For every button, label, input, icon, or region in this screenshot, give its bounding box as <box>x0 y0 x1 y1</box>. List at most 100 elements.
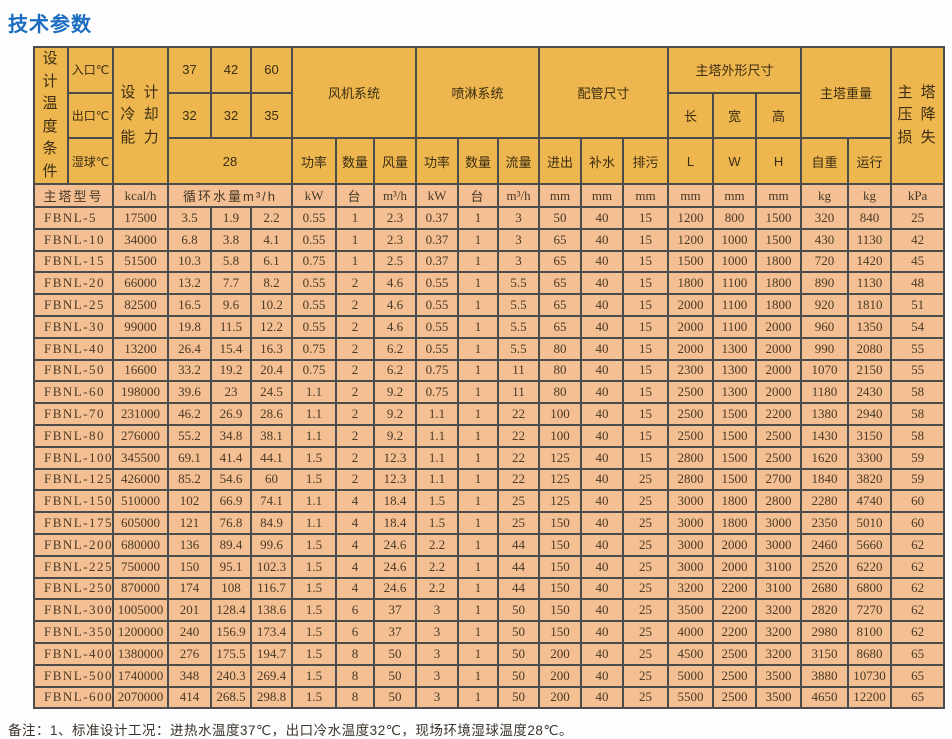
value-cell: 2000 <box>755 314 803 339</box>
value-cell: 4.6 <box>372 271 418 296</box>
table-row: FBNL-15 51500 10.3 5.8 6.1 0.75 1 2.5 0.37 1 3 65 40… <box>33 249 946 274</box>
value-cell: 3500 <box>755 685 803 710</box>
value-cell: 1070 <box>800 358 850 383</box>
value-cell: 4 <box>335 532 375 557</box>
model-cell: FBNL-40 <box>33 336 114 361</box>
value-cell: 13.2 <box>167 271 212 296</box>
value-cell: 121 <box>167 511 212 535</box>
value-cell: 2500 <box>712 685 758 710</box>
table-row: FBNL-10 34000 6.8 3.8 4.1 0.55 1 2.3 0.37 1 3 65 40 1… <box>33 227 946 252</box>
value-cell: 345500 <box>112 445 169 470</box>
table-row: FBNL-25 82500 16.5 9.6 10.2 0.55 2 4.6 0.55 1 5.5 6… <box>33 293 946 317</box>
value-cell: 15 <box>622 249 670 274</box>
model-cell: FBNL-20 <box>33 271 114 296</box>
value-cell: 19.8 <box>167 314 212 339</box>
header-outlet-32b: 32 <box>210 91 252 140</box>
value-cell: 1200000 <box>112 620 169 644</box>
value-cell: 1 <box>457 620 500 644</box>
value-cell: 3100 <box>755 576 803 601</box>
value-cell: 2000 <box>755 380 803 405</box>
value-cell: 2800 <box>667 445 715 470</box>
value-cell: 960 <box>800 314 850 339</box>
value-cell: 10.3 <box>167 249 212 274</box>
value-cell: 10.2 <box>250 293 293 317</box>
table-row: FBNL-40 13200 26.4 15.4 16.3 0.75 2 6.2 0.55 1 5.5… <box>33 336 946 361</box>
value-cell: 9.2 <box>372 380 418 405</box>
value-cell: 3880 <box>800 663 850 688</box>
value-cell: 102 <box>167 489 212 514</box>
header-design-condition: 设 计 温 度 条 件 <box>33 46 69 185</box>
value-cell: 23 <box>210 380 252 405</box>
value-cell: 3.5 <box>167 206 212 230</box>
value-cell: 7.7 <box>210 271 252 296</box>
value-cell: 15 <box>622 271 670 296</box>
value-cell: 348 <box>167 663 212 688</box>
value-cell: 2070000 <box>112 685 169 710</box>
value-cell: 1.5 <box>291 641 337 666</box>
value-cell: 0.55 <box>415 293 460 317</box>
model-cell: FBNL-125 <box>33 467 114 492</box>
value-cell: 1 <box>457 293 500 317</box>
value-cell: 1800 <box>755 293 803 317</box>
value-cell: 1300 <box>712 380 758 405</box>
footnote: 备注：1、标准设计工况：进热水温度37℃，出口冷水温度32℃，现场环境湿球温度2… <box>8 723 574 739</box>
model-cell: FBNL-80 <box>33 423 114 448</box>
value-cell: 150 <box>538 511 583 535</box>
value-cell: 1.5 <box>291 445 337 470</box>
value-cell: 1 <box>457 336 500 361</box>
value-cell: 102.3 <box>250 554 293 579</box>
value-cell: 50 <box>372 641 418 666</box>
value-cell: 5.5 <box>497 271 541 296</box>
table-row: FBNL-600 2070000 414 268.5 298.8 1.5 8 50 3 1 50 20… <box>33 685 946 710</box>
value-cell: 22 <box>497 445 541 470</box>
value-cell: 15.4 <box>210 336 252 361</box>
value-cell: 1 <box>335 249 375 274</box>
value-cell: 2 <box>335 293 375 317</box>
value-cell: 1740000 <box>112 663 169 688</box>
value-cell: 2080 <box>847 336 893 361</box>
value-cell: 2680 <box>800 576 850 601</box>
header-row-1: 设 计 温 度 条 件 入口℃ 设 计 冷 却 能 力 37 42 60 风机系… <box>33 45 946 185</box>
value-cell: 1180 <box>800 380 850 405</box>
value-cell: 1.5 <box>291 576 337 601</box>
table-row: FBNL-5 17500 3.5 1.9 2.2 0.55 1 2.3 0.37 1 3 50 40 15… <box>33 206 946 230</box>
value-cell: 1.1 <box>291 380 337 405</box>
value-cell: 3000 <box>667 511 715 535</box>
value-cell: 0.55 <box>291 227 337 252</box>
value-cell: 1 <box>457 576 500 601</box>
value-cell: 62 <box>890 576 946 601</box>
header-inlet-37: 37 <box>167 46 212 94</box>
value-cell: 1.5 <box>291 532 337 557</box>
value-cell: 1.1 <box>415 467 460 492</box>
value-cell: 50 <box>372 663 418 688</box>
value-cell: 6.8 <box>167 227 212 252</box>
unit-dim-mm-H: mm <box>755 183 803 208</box>
value-cell: 0.75 <box>415 380 460 405</box>
value-cell: 33.2 <box>167 358 212 383</box>
value-cell: 5500 <box>667 685 715 710</box>
value-cell: 55 <box>890 336 946 361</box>
value-cell: 76.8 <box>210 511 252 535</box>
value-cell: 1 <box>457 554 500 579</box>
value-cell: 1800 <box>712 511 758 535</box>
value-cell: 1100 <box>712 293 758 317</box>
value-cell: 2000 <box>667 336 715 361</box>
table-row: FBNL-225 750000 150 95.1 102.3 1.5 4 24.6 2.2 1 44… <box>33 554 946 579</box>
value-cell: 50 <box>538 206 583 230</box>
value-cell: 40 <box>580 532 625 557</box>
value-cell: 40 <box>580 227 625 252</box>
value-cell: 4.6 <box>372 314 418 339</box>
table-row: FBNL-125 426000 85.2 54.6 60 1.5 2 12.3 1.1 1 22 12… <box>33 467 946 492</box>
value-cell: 3200 <box>755 620 803 644</box>
header-operating-weight: 运行 <box>847 137 893 185</box>
value-cell: 50 <box>497 641 541 666</box>
value-cell: 414 <box>167 685 212 710</box>
value-cell: 2500 <box>712 641 758 666</box>
value-cell: 1.1 <box>291 402 337 426</box>
value-cell: 8680 <box>847 641 893 666</box>
value-cell: 1 <box>457 445 500 470</box>
value-cell: 25 <box>622 620 670 644</box>
header-tower-dimensions: 主塔外形尺寸 <box>667 46 803 94</box>
value-cell: 2000 <box>712 532 758 557</box>
value-cell: 200 <box>538 641 583 666</box>
